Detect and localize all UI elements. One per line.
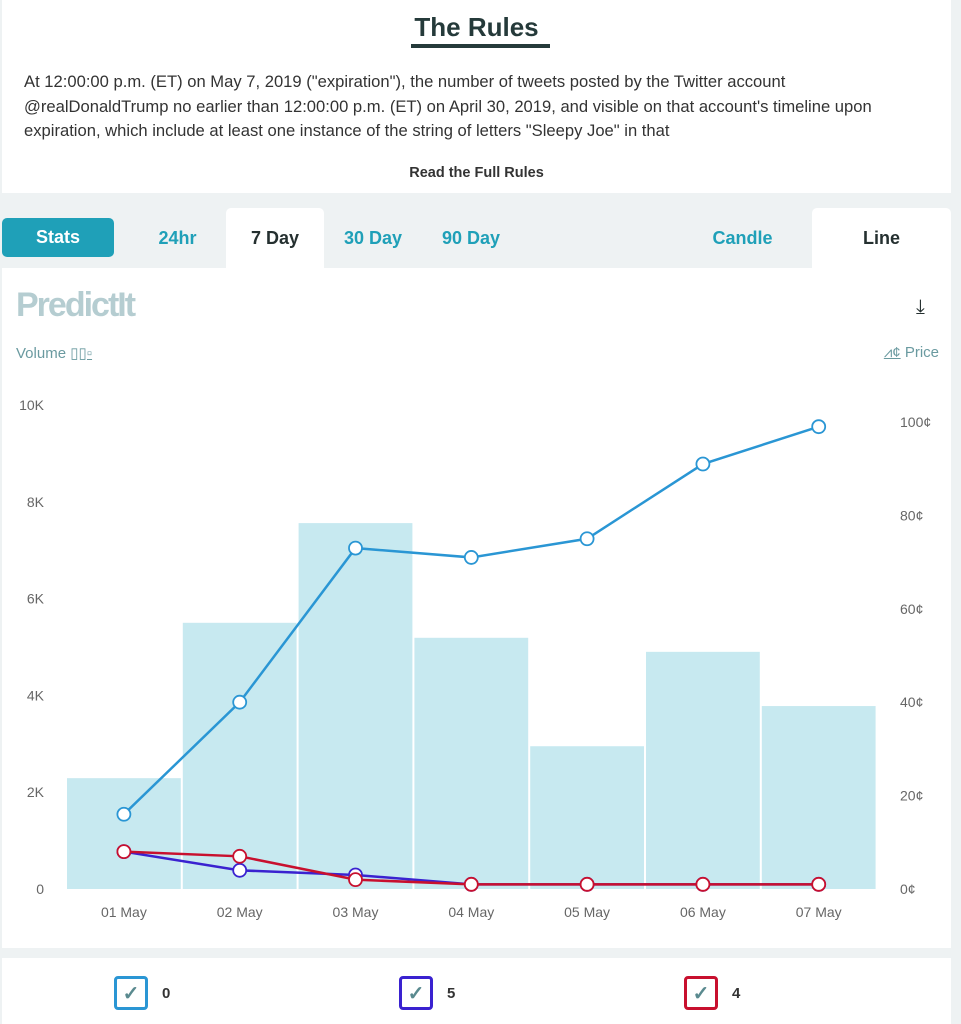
- volume-bar: [182, 622, 297, 889]
- legend: ✓ 0 ✓ 5 ✓ 4: [2, 958, 951, 1024]
- left-tick-label: 10K: [19, 397, 45, 413]
- tab-90-day[interactable]: 90 Day: [441, 228, 501, 248]
- right-tick-label: 100¢: [900, 414, 931, 430]
- tab-7-day[interactable]: 7 Day: [226, 208, 324, 268]
- series-point-0: [695, 456, 711, 472]
- volume-bar: [761, 706, 876, 889]
- rules-title: The Rules: [414, 12, 539, 42]
- series-point-4: [232, 848, 248, 864]
- line-chart-icon: ⩘¢: [883, 344, 901, 361]
- right-tick-label: 60¢: [900, 601, 923, 617]
- series-point-4: [348, 872, 363, 888]
- series-point-4: [695, 876, 711, 892]
- series-point-5: [232, 862, 248, 878]
- series-point-0: [579, 531, 595, 547]
- series-point-4: [463, 876, 479, 892]
- chart-tabs: Stats 24hr 7 Day 30 Day 90 Day Candle Li…: [0, 208, 951, 268]
- text-fade: [2, 140, 951, 154]
- checkbox-icon[interactable]: ✓: [114, 976, 148, 1010]
- price-label: Price: [904, 344, 939, 361]
- tab-30-day[interactable]: 30 Day: [343, 228, 403, 248]
- left-tick-label: 8K: [27, 494, 45, 510]
- series-point-0: [811, 419, 827, 435]
- series-point-0: [116, 806, 132, 822]
- price-volume-chart: 0 2K 4K 6K 8K 10K 0¢ 20¢ 40¢ 60¢ 80¢ 100¢ 01 May 02 M…: [19, 397, 931, 920]
- x-tick-label: 07 May: [796, 904, 842, 920]
- volume-bar: [530, 746, 644, 889]
- legend-label: 5: [447, 984, 456, 1002]
- series-point-4: [579, 876, 595, 892]
- stats-button[interactable]: Stats: [2, 218, 114, 257]
- checkbox-icon[interactable]: ✓: [684, 976, 718, 1010]
- predictit-logo: PredictIt: [16, 286, 136, 324]
- x-tick-label: 02 May: [217, 904, 263, 920]
- legend-label: 4: [732, 984, 741, 1002]
- volume-bar: [298, 523, 413, 889]
- volume-bar: [646, 651, 760, 889]
- legend-item-4[interactable]: ✓ 4: [684, 976, 740, 1010]
- x-tick-label: 06 May: [680, 904, 726, 920]
- tab-24hr[interactable]: 24hr: [158, 228, 197, 248]
- rules-text: At 12:00:00 p.m. (ET) on May 7, 2019 ("e…: [24, 72, 872, 140]
- x-tick-label: 05 May: [564, 904, 610, 920]
- tab-candle[interactable]: Candle: [712, 228, 773, 248]
- left-tick-label: 4K: [27, 687, 45, 703]
- series-point-4: [116, 844, 132, 860]
- x-tick-label: 03 May: [333, 904, 379, 920]
- series-point-0: [232, 694, 248, 710]
- left-tick-label: 6K: [27, 591, 45, 607]
- tab-line[interactable]: Line: [812, 208, 951, 268]
- bar-chart-icon: ▯▯▫: [70, 345, 93, 362]
- right-tick-label: 20¢: [900, 788, 923, 804]
- price-axis-label: ⩘¢ Price: [884, 344, 939, 361]
- volume-bar: [414, 637, 529, 889]
- checkbox-icon[interactable]: ✓: [399, 976, 433, 1010]
- legend-item-5[interactable]: ✓ 5: [399, 976, 455, 1010]
- series-point-0: [463, 550, 479, 565]
- right-tick-label: 40¢: [900, 694, 923, 710]
- title-underline: [411, 44, 550, 48]
- read-full-rules-link[interactable]: Read the Full Rules: [409, 165, 544, 181]
- left-tick-label: 2K: [27, 784, 45, 800]
- volume-axis-label: Volume ▯▯▫: [16, 344, 92, 362]
- volume-bar: [67, 778, 181, 889]
- legend-label: 0: [162, 984, 171, 1002]
- x-tick-label: 04 May: [448, 904, 494, 920]
- left-tick-label: 0: [36, 881, 44, 897]
- volume-label: Volume: [16, 345, 67, 362]
- series-point-4: [811, 876, 827, 892]
- series-point-0: [348, 540, 363, 556]
- x-tick-label: 01 May: [101, 904, 147, 920]
- legend-item-0[interactable]: ✓ 0: [114, 976, 170, 1010]
- rules-panel: The Rules At 12:00:00 p.m. (ET) on May 7…: [2, 0, 951, 193]
- download-icon[interactable]: ⤓: [916, 296, 925, 318]
- right-tick-label: 80¢: [900, 507, 923, 523]
- right-tick-label: 0¢: [900, 881, 916, 897]
